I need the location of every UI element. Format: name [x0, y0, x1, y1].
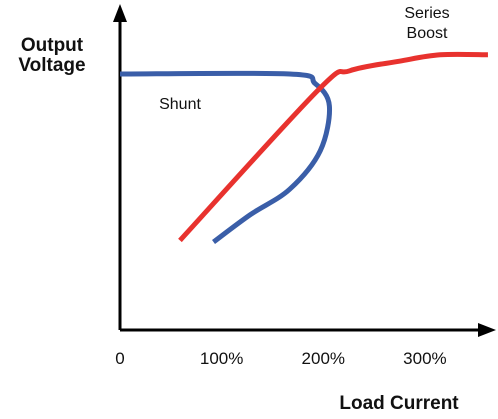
- x-tick-label: 0: [115, 349, 125, 368]
- line-series: [119, 70, 333, 245]
- x-tick-label: 100%: [199, 349, 244, 368]
- y-axis-arrow: [113, 4, 127, 22]
- x-axis-label: Load Current: [339, 393, 459, 414]
- x-tick-label: 200%: [301, 349, 346, 368]
- x-axis-arrow: [478, 323, 496, 337]
- series-label: Series Boost: [404, 5, 450, 42]
- line-series: [178, 51, 488, 243]
- x-tick-label: 300%: [403, 349, 447, 368]
- series-label: Shunt: [159, 96, 201, 113]
- y-axis-label: Output Voltage: [18, 35, 86, 76]
